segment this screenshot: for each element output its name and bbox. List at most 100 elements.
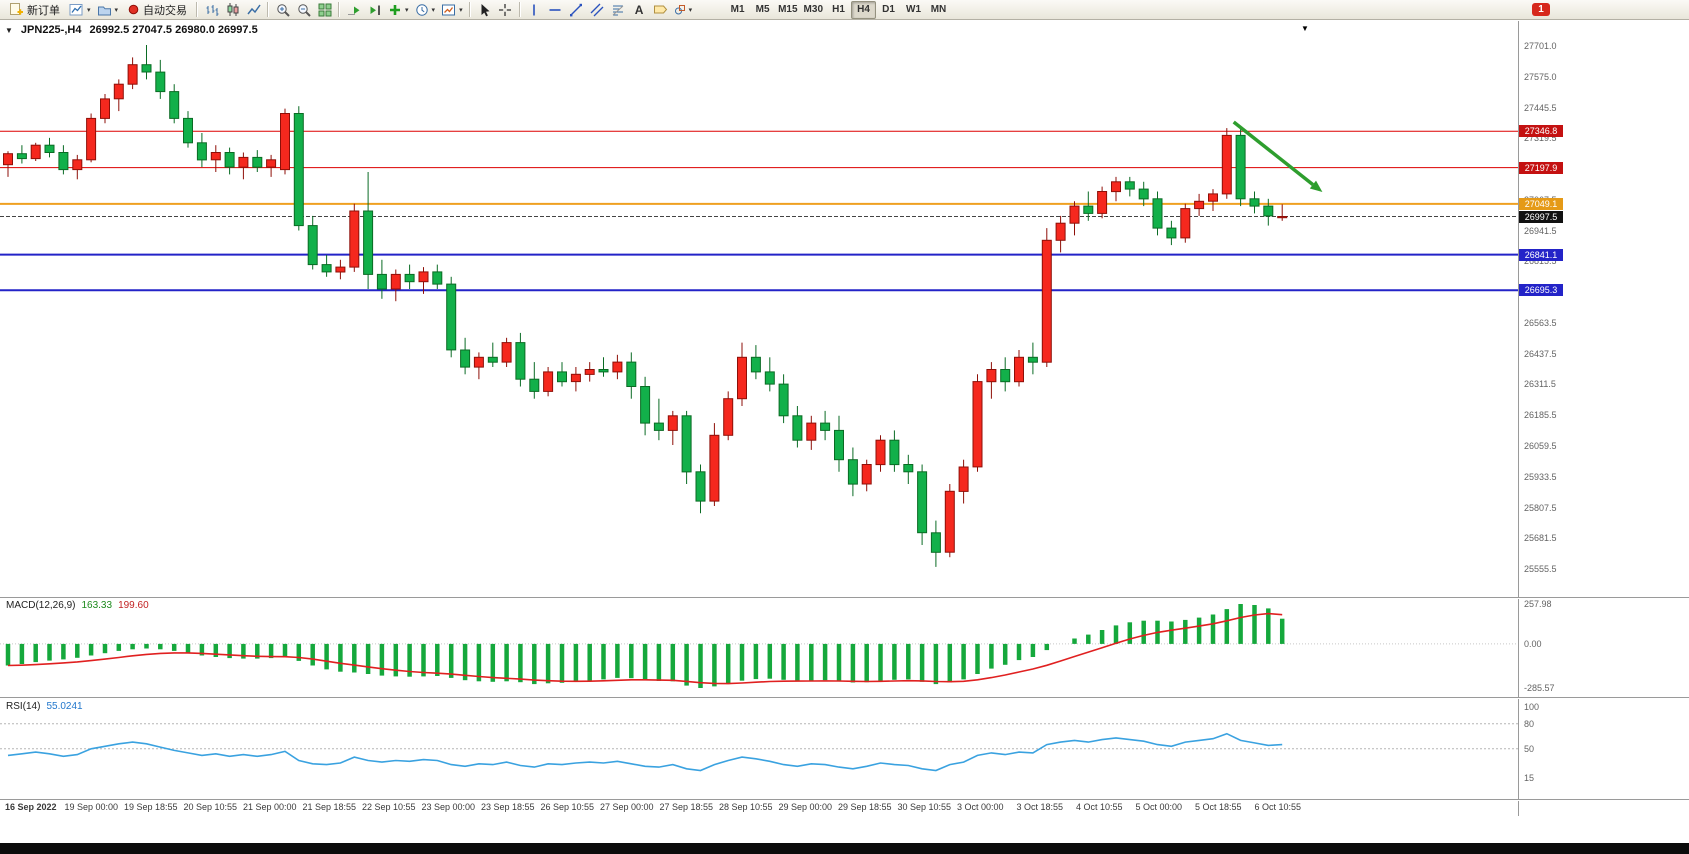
time-axis-label[interactable]: 26 Sep 10:55 [540, 802, 595, 812]
trendline-button[interactable] [566, 1, 587, 19]
text-button[interactable]: A [629, 1, 650, 19]
time-axis-label[interactable]: 29 Sep 00:00 [778, 802, 833, 812]
channel-button[interactable] [587, 1, 608, 19]
rsi-value: 55.0241 [46, 701, 83, 712]
timeframe-m15[interactable]: M15 [778, 4, 798, 15]
periods-button[interactable]: ▾ [412, 1, 439, 19]
macd-main-value: 163.33 [81, 600, 113, 611]
macd-name: MACD(12,26,9) [6, 600, 76, 611]
rsi-plot[interactable] [0, 699, 1518, 799]
macd-axis-label: 0.00 [1524, 638, 1542, 649]
time-axis-label[interactable]: 3 Oct 18:55 [1016, 802, 1064, 812]
price-axis-label: 26941.5 [1524, 225, 1557, 236]
time-axis-label[interactable]: 22 Sep 10:55 [362, 802, 416, 812]
chart-shift-marker-icon[interactable]: ▼ [1301, 24, 1309, 33]
indicators-caret: ▾ [405, 6, 409, 14]
candlestick-plot[interactable] [0, 21, 1518, 597]
time-axis-label[interactable]: 3 Oct 00:00 [957, 802, 1004, 812]
time-axis-label[interactable]: 23 Sep 18:55 [481, 802, 535, 812]
price-tag: 26841.1 [1519, 248, 1563, 261]
chart-header: ▼ JPN225-,H4 26992.5 27047.5 26980.0 269… [5, 24, 258, 36]
macd-plot[interactable] [0, 599, 1518, 697]
time-axis-label[interactable]: 21 Sep 00:00 [243, 802, 297, 812]
rsi-axis-label: 15 [1524, 773, 1535, 783]
tile-windows-button[interactable] [314, 1, 335, 19]
bar-chart-button[interactable] [201, 1, 222, 19]
price-axis-border[interactable] [1518, 21, 1519, 816]
time-axis-label[interactable]: 5 Oct 18:55 [1195, 802, 1242, 812]
new-chart-caret: ▾ [87, 6, 91, 14]
time-axis-separator[interactable] [0, 799, 1689, 801]
line-chart-icon [246, 4, 261, 14]
new-order-button[interactable]: 新订单 [3, 1, 66, 19]
shapes-button[interactable]: ▾ [671, 1, 696, 19]
timeframe-d1[interactable]: D1 [882, 4, 895, 15]
panel-separator[interactable] [0, 697, 1689, 699]
toolbar: 新订单 ▾ ▾ 自动交易 [0, 0, 1689, 20]
time-axis-label[interactable]: 19 Sep 18:55 [124, 802, 178, 812]
notifications-button[interactable]: 1 [1529, 1, 1553, 19]
timeframe-h1[interactable]: H1 [832, 4, 845, 15]
macd-label: MACD(12,26,9) 163.33 199.60 [6, 600, 149, 611]
time-axis-label[interactable]: 27 Sep 18:55 [659, 802, 714, 812]
zoom-in-button[interactable] [272, 1, 293, 19]
crosshair-icon [499, 3, 512, 16]
crosshair-button[interactable] [495, 1, 516, 19]
trendline-icon [570, 3, 583, 16]
timeframe-m1[interactable]: M1 [730, 4, 745, 15]
time-axis-label[interactable]: 23 Sep 00:00 [421, 802, 476, 812]
price-tag: 27346.8 [1519, 125, 1563, 138]
timeframe-mn[interactable]: MN [930, 4, 947, 15]
templates-caret: ▾ [459, 6, 463, 14]
time-axis-label[interactable]: 21 Sep 18:55 [302, 802, 357, 812]
time-axis-label[interactable]: 19 Sep 00:00 [64, 802, 119, 812]
rsi-axis-label: 100 [1524, 702, 1540, 712]
new-chart-button[interactable]: ▾ [66, 1, 94, 19]
panel-separator[interactable] [0, 597, 1689, 599]
channel-icon [590, 3, 604, 16]
vertical-line-button[interactable] [524, 1, 545, 19]
profiles-icon [97, 6, 111, 15]
fibonacci-button[interactable] [608, 1, 629, 19]
cursor-button[interactable] [474, 1, 495, 19]
price-axis-label: 27701.0 [1524, 41, 1557, 51]
rsi-axis-label: 80 [1524, 718, 1535, 729]
price-axis-label: 27575.0 [1524, 71, 1557, 82]
shapes-icon [674, 4, 685, 14]
horizontal-line-button[interactable] [545, 1, 566, 19]
templates-button[interactable]: ▾ [438, 1, 466, 19]
indicators-button[interactable]: ▾ [385, 1, 412, 19]
zoom-out-button[interactable] [293, 1, 314, 19]
timeframe-h4[interactable]: H4 [851, 0, 876, 19]
time-axis-label[interactable]: 6 Oct 10:55 [1254, 802, 1302, 812]
periods-caret: ▾ [431, 6, 436, 14]
timeframe-m30[interactable]: M30 [803, 4, 823, 15]
time-axis-label[interactable]: 28 Sep 10:55 [719, 802, 773, 812]
chart-ohlc-values: 26992.5 27047.5 26980.0 26997.5 [89, 24, 258, 36]
macd-signal-value: 199.60 [118, 600, 149, 611]
time-axis-label[interactable]: 20 Sep 10:55 [183, 802, 238, 812]
timeframe-m5[interactable]: M5 [755, 4, 770, 15]
tile-windows-icon [318, 3, 332, 16]
timeframe-w1[interactable]: W1 [906, 4, 921, 15]
time-axis-label[interactable]: 4 Oct 10:55 [1076, 802, 1123, 812]
label-button[interactable] [650, 1, 671, 19]
line-chart-button[interactable] [243, 1, 264, 19]
chart-shift-button[interactable] [364, 1, 385, 19]
auto-scroll-icon [347, 6, 360, 15]
zoom-out-icon [297, 3, 311, 17]
time-axis-label[interactable]: 27 Sep 00:00 [600, 802, 654, 812]
collapse-objects-icon[interactable]: ▼ [5, 25, 13, 35]
chart-symbol-label: JPN225-,H4 [20, 24, 82, 36]
time-axis-label[interactable]: 29 Sep 18:55 [838, 802, 892, 812]
time-axis-label[interactable]: 5 Oct 00:00 [1135, 802, 1183, 812]
time-axis-label[interactable]: 16 Sep 2022 [5, 802, 57, 812]
chart-shift-icon [370, 5, 380, 15]
profiles-button[interactable]: ▾ [94, 1, 122, 19]
time-axis-label[interactable]: 30 Sep 10:55 [897, 802, 952, 812]
candlestick-chart-button[interactable] [222, 1, 243, 19]
auto-trading-button[interactable]: 自动交易 [121, 1, 193, 19]
auto-scroll-button[interactable] [343, 1, 364, 19]
price-axis-label: 25933.5 [1524, 471, 1557, 482]
price-axis-label: 26185.5 [1524, 410, 1557, 421]
